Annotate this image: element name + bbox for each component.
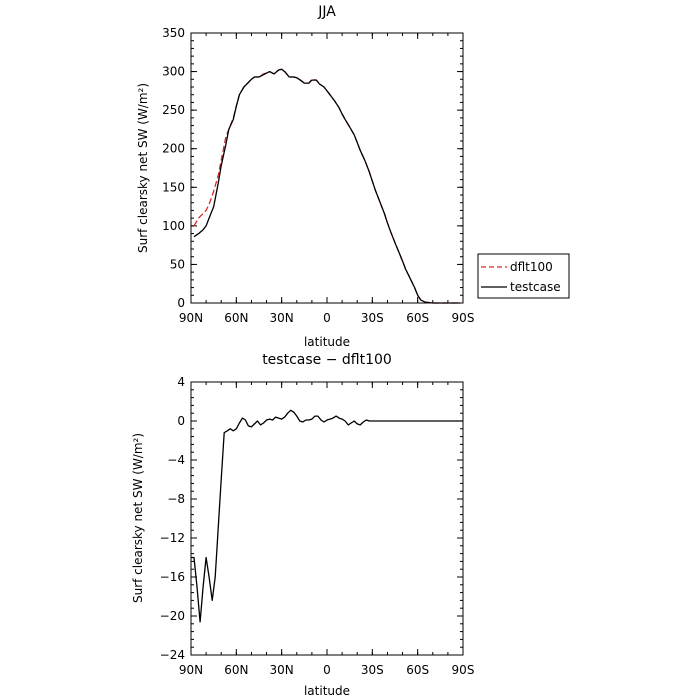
x-tick-label: 60S bbox=[406, 663, 429, 677]
bottom-chart-tick-labels: 90N 60N 30N 0 30S 60S 90S 4 0 −4 −8 −12 −16 −20 −24 bbox=[160, 375, 475, 677]
y-tick-label: 100 bbox=[162, 219, 185, 233]
y-tick-label: 150 bbox=[162, 180, 185, 194]
y-tick-label: 200 bbox=[162, 142, 185, 156]
x-tick-label: 30S bbox=[361, 663, 384, 677]
legend: dflt100 testcase bbox=[477, 253, 570, 299]
top-chart-ticks bbox=[190, 32, 464, 304]
x-tick-label: 90N bbox=[179, 311, 203, 325]
legend-label-dflt100: dflt100 bbox=[510, 260, 553, 274]
y-tick-label: −20 bbox=[160, 609, 185, 623]
y-tick-label: −4 bbox=[167, 453, 185, 467]
x-tick-label: 0 bbox=[323, 311, 331, 325]
y-tick-label: −8 bbox=[167, 492, 185, 506]
bottom-chart-xlabel: latitude bbox=[304, 684, 350, 698]
top-chart-panel: JJA 90N 60N 30N 0 30S 60S 90S 0 50 100 150 200 250 30… bbox=[136, 4, 570, 349]
legend-label-testcase: testcase bbox=[510, 280, 561, 294]
bottom-chart-panel: testcase − dflt100 90N 60N 30N 0 30S 60S 90S 4 0… bbox=[131, 352, 474, 698]
top-chart-ylabel: Surf clearsky net SW (W/m²) bbox=[136, 83, 150, 253]
y-tick-label: −24 bbox=[160, 648, 185, 662]
bottom-chart-series bbox=[191, 409, 463, 623]
x-tick-label: 60N bbox=[224, 311, 248, 325]
series-line-testcase bbox=[193, 68, 460, 304]
bottom-chart-title: testcase − dflt100 bbox=[262, 352, 392, 368]
y-tick-label: 50 bbox=[170, 257, 185, 271]
x-tick-label: 60S bbox=[406, 311, 429, 325]
top-chart-tick-labels: 90N 60N 30N 0 30S 60S 90S 0 50 100 150 200 250 300 350 bbox=[162, 26, 474, 325]
y-tick-label: −12 bbox=[160, 531, 185, 545]
y-tick-label: 0 bbox=[177, 414, 185, 428]
legend-box bbox=[477, 253, 570, 299]
bottom-chart-frame bbox=[190, 381, 464, 656]
x-tick-label: 90N bbox=[179, 663, 203, 677]
y-tick-label: 4 bbox=[177, 375, 185, 389]
bottom-chart-ylabel: Surf clearsky net SW (W/m²) bbox=[131, 433, 145, 603]
top-chart-series bbox=[193, 68, 460, 304]
bottom-chart-ticks bbox=[190, 381, 464, 656]
series-line-testcase-dflt100 bbox=[191, 409, 463, 623]
y-tick-label: 300 bbox=[162, 65, 185, 79]
x-tick-label: 0 bbox=[323, 663, 331, 677]
x-tick-label: 90S bbox=[452, 311, 475, 325]
x-tick-label: 30S bbox=[361, 311, 384, 325]
top-chart-title: JJA bbox=[317, 4, 336, 20]
y-tick-label: 350 bbox=[162, 26, 185, 40]
top-chart-xlabel: latitude bbox=[304, 335, 350, 349]
x-tick-label: 30N bbox=[270, 663, 294, 677]
x-tick-label: 30N bbox=[270, 311, 294, 325]
y-tick-label: 0 bbox=[177, 296, 185, 310]
top-chart-frame bbox=[190, 32, 464, 304]
x-tick-label: 60N bbox=[224, 663, 248, 677]
y-tick-label: −16 bbox=[160, 570, 185, 584]
y-tick-label: 250 bbox=[162, 103, 185, 117]
series-line-dflt100 bbox=[193, 68, 460, 304]
x-tick-label: 90S bbox=[452, 663, 475, 677]
